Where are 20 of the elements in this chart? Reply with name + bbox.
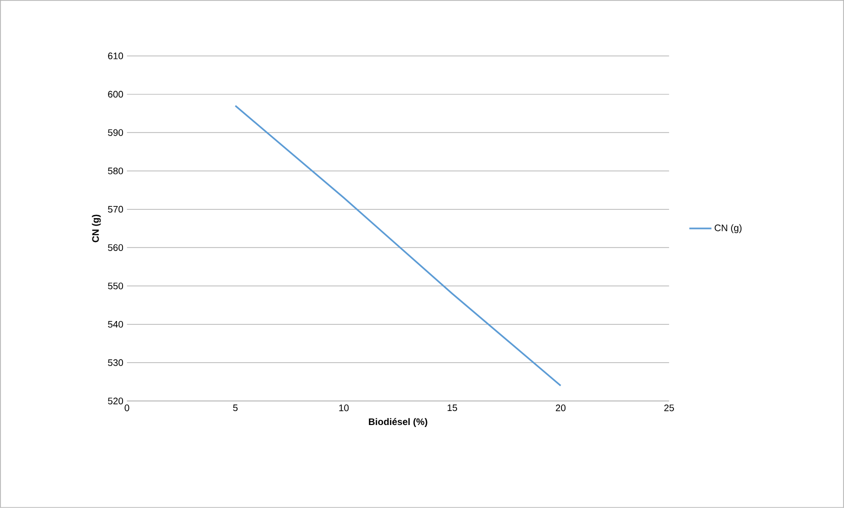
y-tick-label: 570	[108, 206, 124, 213]
y-tick-label: 600	[108, 90, 124, 98]
y-tick-label: 610	[108, 52, 124, 60]
x-tick-label: 10	[339, 404, 349, 412]
x-tick-label: 0	[124, 404, 130, 412]
y-tick-label: 550	[108, 282, 124, 290]
y-tick-label: 520	[108, 398, 124, 404]
y-tick-label: 540	[108, 320, 124, 328]
y-axis-title: CN (g)	[92, 214, 101, 242]
x-tick-label: 5	[233, 404, 238, 412]
x-tick-label: 15	[448, 404, 458, 412]
y-tick-label: 560	[108, 244, 124, 252]
line-series	[234, 104, 562, 386]
x-tick-label: 25	[664, 404, 674, 412]
x-tick-label: 20	[556, 404, 566, 412]
y-tick-label: 530	[108, 359, 124, 366]
x-axis-title: Biodiésel (%)	[368, 418, 428, 428]
y-tick-label: 580	[108, 168, 124, 174]
legend-label: CN (g)	[714, 224, 742, 234]
y-tick-label: 590	[108, 129, 124, 136]
